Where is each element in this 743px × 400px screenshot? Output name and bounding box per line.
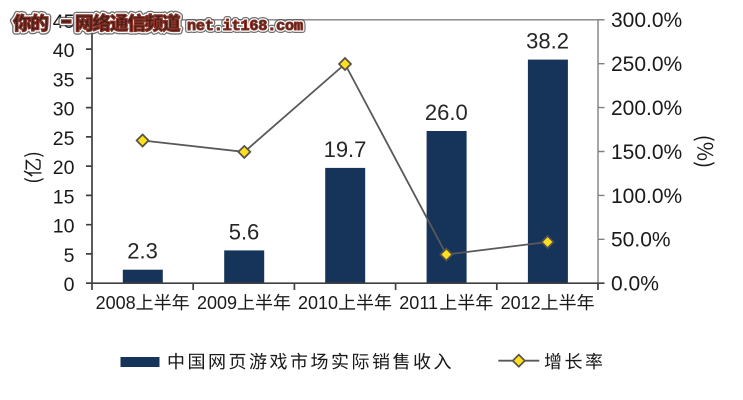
svg-text:0.0%: 0.0%: [611, 273, 659, 296]
svg-text:10: 10: [53, 216, 75, 238]
svg-text:150.0%: 150.0%: [611, 141, 682, 164]
svg-text:2.3: 2.3: [127, 239, 158, 264]
svg-text:2009: 2009: [197, 293, 237, 313]
svg-text:net.it168.com: net.it168.com: [187, 17, 303, 35]
svg-text:38.2: 38.2: [526, 29, 569, 54]
svg-text:26.0: 26.0: [425, 100, 468, 125]
svg-text:net.it168.com: net.it168.com: [187, 17, 303, 35]
svg-text:300.0%: 300.0%: [611, 9, 682, 32]
svg-text:30: 30: [53, 99, 75, 121]
svg-text:2011: 2011: [399, 293, 438, 313]
svg-text:35: 35: [53, 69, 75, 91]
svg-text:5.6: 5.6: [229, 219, 260, 244]
svg-text:15: 15: [53, 186, 75, 208]
svg-text:250.0%: 250.0%: [611, 53, 682, 76]
svg-text:0: 0: [64, 274, 75, 296]
svg-text:100.0%: 100.0%: [611, 185, 682, 208]
svg-text:25: 25: [53, 128, 75, 150]
svg-text:net.it168.com: net.it168.com: [187, 17, 303, 35]
svg-text:200.0%: 200.0%: [611, 97, 682, 120]
svg-text:2010: 2010: [298, 293, 338, 313]
svg-text:50.0%: 50.0%: [611, 229, 671, 252]
svg-text:2012: 2012: [501, 293, 541, 313]
svg-text:20: 20: [53, 157, 75, 179]
svg-text:5: 5: [64, 245, 75, 267]
svg-text:19.7: 19.7: [324, 137, 367, 162]
svg-text:2008: 2008: [96, 293, 136, 313]
svg-text:40: 40: [53, 40, 75, 62]
